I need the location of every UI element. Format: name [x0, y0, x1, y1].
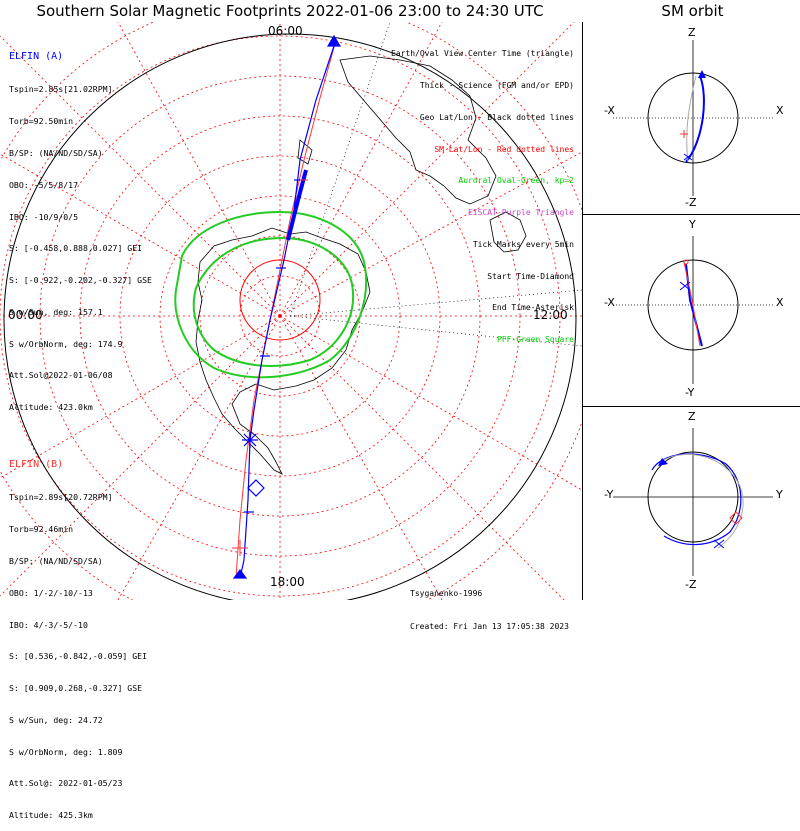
elfin-b-line: B/SP: (NA/ND/SD/SA) [9, 555, 103, 566]
elfin-a-line: S: [-0.922,-0.202,-0.327] GSE [9, 275, 152, 286]
legend-item: End Time-Asterisk [492, 303, 574, 313]
footprint-map [0, 22, 773, 600]
elfin-b-line: Att.Sol@: 2022-01-05/23 [9, 778, 123, 789]
elfin-b-name: ELFIN (B) [9, 459, 64, 471]
legend-item: SM Lat/Lon - Red dotted lines [434, 144, 574, 154]
elfin-b-line: Torb=92.46min [9, 524, 74, 535]
end-time-asterisk [242, 432, 258, 448]
view-center-triangle [326, 34, 342, 47]
elfin-a-line: Att.Sol@2022-01-06/08 [9, 370, 113, 381]
elfin-a-line: Altitude: 423.0km [9, 402, 93, 413]
elfin-a-line: IBO: -10/9/0/5 [9, 211, 79, 222]
elfin-b-info: ELFIN (B) Tspin=2.89s[20.72RPM] Torb=92.… [9, 438, 147, 831]
elfin-a-line: S w/Sun, deg: 157.1 [9, 306, 103, 317]
sm2-bottom-label: -Y [685, 386, 695, 399]
sm-panel-xy [613, 236, 773, 384]
legend: Earth/Oval View Center Time (triangle) T… [391, 28, 574, 356]
elfin-a-line: Tspin=2.85s[21.02RPM] [9, 84, 113, 95]
legend-item: Tick Marks every 5min [472, 239, 574, 249]
divider-sm-1 [582, 214, 800, 215]
legend-item: Start Time-Diamond [487, 271, 574, 281]
sm2-left-label: -X [604, 296, 615, 309]
earth-horizon [3, 33, 577, 600]
sm-orbit-title: SM orbit [661, 2, 724, 20]
sm2-right-label: X [776, 296, 784, 309]
auroral-oval [174, 210, 368, 379]
sm3-right-label: Y [776, 488, 783, 501]
divider-sm-2 [582, 406, 800, 407]
elfin-b-line: S: [0.909,0.268,-0.327] GSE [9, 683, 143, 694]
legend-item: Earth/Oval View Center Time (triangle) [390, 49, 574, 59]
legend-item: PFF-Green Square [496, 335, 574, 345]
sm1-bottom-label: -Z [685, 196, 697, 209]
legend-item: Geo Lat/Lon - Black dotted lines [419, 112, 574, 122]
elfin-a-line: S w/OrbNorm, deg: 174.9 [9, 338, 123, 349]
elfin-a-info: ELFIN (A) Tspin=2.85s[21.02RPM] Torb=92.… [9, 30, 152, 423]
sm2-top-label: Y [689, 218, 696, 231]
elfin-b-line: OBO: 1/-2/-10/-13 [9, 587, 93, 598]
elfin-a-track [239, 39, 337, 579]
sm1-top-label: Z [688, 26, 696, 39]
sm1-left-label: -X [604, 104, 615, 117]
track-markers [232, 34, 342, 579]
mlt-label-right: 12:00 [533, 308, 568, 322]
plot-title: Southern Solar Magnetic Footprints 2022-… [36, 2, 544, 20]
legend-item: Auroral Oval-Green, kp=2 [458, 176, 574, 186]
start-time-diamond [247, 479, 265, 497]
elfin-b-line: S w/OrbNorm, deg: 1.809 [9, 746, 123, 757]
credits: Tsyganenko-1996 Created: Fri Jan 13 17:0… [410, 566, 569, 643]
sm-panel-yz [613, 428, 773, 576]
model-name: Tsyganenko-1996 [410, 589, 483, 598]
divider-vertical [582, 22, 583, 600]
coastlines [195, 55, 527, 475]
elfin-b-line: Tspin=2.89s[20.72RPM] [9, 492, 113, 503]
elfin-a-line: B/SP: (NA/ND/SD/SA) [9, 147, 103, 158]
elfin-b-line: S w/Sun, deg: 24.72 [9, 714, 103, 725]
legend-item: EISCAT-Purple Triangle [468, 208, 574, 218]
elfin-a-line: OBO: -5/5/8/17 [9, 179, 79, 190]
sm3-top-label: Z [688, 410, 696, 423]
track-b-markers [232, 179, 308, 556]
created-date: Created: Fri Jan 13 17:05:38 2023 [410, 622, 569, 631]
mlt-label-top: 06:00 [268, 24, 303, 38]
geo-grid [289, 22, 582, 347]
sm-pole-circle [239, 259, 321, 341]
elfin-b-line: S: [0.536,-0.842,-0.059] GEI [9, 651, 148, 662]
sm1-right-label: X [776, 104, 784, 117]
sm3-left-label: -Y [604, 488, 614, 501]
elfin-b-track [235, 39, 337, 579]
sm-panel-xz [613, 40, 773, 196]
legend-item: Thick - Science (FGM and/or EPD) [419, 80, 574, 90]
elfin-a-line: Torb=92.50min [9, 116, 74, 127]
mlt-label-bottom: 18:00 [270, 575, 305, 589]
mlt-label-left: 00:00 [8, 308, 43, 322]
sm-longitude-grid [0, 22, 582, 600]
elfin-a-line: S: [-0.458,0.888,0.027] GEI [9, 243, 143, 254]
elfin-b-line: Altitude: 425.3km [9, 810, 93, 821]
sm3-bottom-label: -Z [685, 578, 697, 591]
elfin-b-line: IBO: 4/-3/-5/-10 [9, 619, 88, 630]
elfin-a-name: ELFIN (A) [9, 51, 64, 63]
